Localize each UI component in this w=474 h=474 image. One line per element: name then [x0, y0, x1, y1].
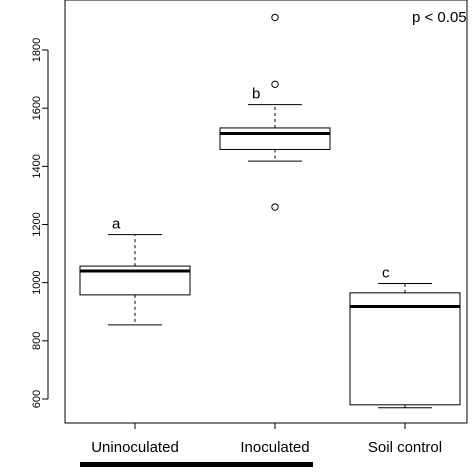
y-tick-label-1400: 1400: [31, 154, 43, 178]
iqr-box-soil-control: [349, 292, 461, 406]
x-label-soil-control: Soil control: [368, 439, 442, 456]
box-uninoculated: a: [79, 216, 191, 326]
sig-letter-soil-control: c: [382, 265, 390, 282]
y-axis: 600 800 1000 1200 1400 1600 1800: [31, 38, 49, 408]
y-tick-label-600: 600: [31, 390, 43, 408]
y-tick-label-1600: 1600: [31, 96, 43, 120]
box-soil-control: c: [349, 265, 461, 409]
y-tick-label-1000: 1000: [31, 270, 43, 294]
y-tick-label-1800: 1800: [31, 38, 43, 62]
outlier-inoculated-1: [271, 80, 279, 89]
y-tick-label-800: 800: [31, 332, 43, 350]
box-inoculated: b: [219, 13, 331, 211]
sig-letter-uninoculated: a: [112, 216, 121, 233]
plot-frame: [64, 0, 468, 424]
y-tick-label-1200: 1200: [31, 212, 43, 236]
group-underline-bar: [80, 462, 313, 467]
x-axis-labels: Uninoculated Inoculated Soil control: [91, 423, 442, 456]
outlier-inoculated-0: [271, 13, 279, 22]
x-label-uninoculated: Uninoculated: [91, 439, 179, 456]
x-label-inoculated: Inoculated: [240, 439, 309, 456]
p-value-annotation: p < 0.05: [412, 9, 467, 26]
boxplots: a b c: [79, 13, 461, 409]
iqr-box-inoculated: [219, 127, 331, 150]
outlier-inoculated-2: [271, 203, 279, 211]
sig-letter-inoculated: b: [252, 86, 260, 103]
